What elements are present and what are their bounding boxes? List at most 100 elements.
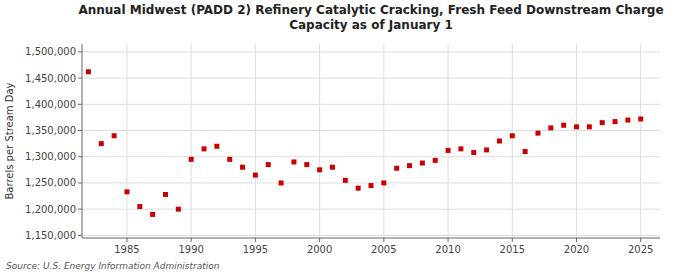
tick bbox=[255, 238, 256, 242]
tick-label: 1,500,000 bbox=[25, 46, 76, 57]
tick-label: 1,450,000 bbox=[25, 73, 76, 84]
tick-label: 1,250,000 bbox=[25, 177, 76, 188]
point bbox=[112, 133, 117, 138]
point bbox=[497, 139, 502, 144]
grid-line bbox=[512, 44, 513, 238]
tick bbox=[78, 235, 82, 236]
point bbox=[587, 124, 592, 129]
point bbox=[471, 150, 476, 155]
grid-line bbox=[576, 44, 577, 238]
axes: 1,150,000 1,200,000 1,250,000 1,300,000 1,35… bbox=[25, 44, 660, 255]
tick bbox=[78, 182, 82, 183]
point bbox=[240, 165, 245, 170]
point bbox=[317, 167, 322, 172]
tick bbox=[640, 238, 641, 242]
tick-label: 2025 bbox=[628, 244, 653, 255]
grid-line bbox=[82, 78, 660, 79]
point bbox=[510, 133, 515, 138]
title-line: Annual Midwest (PADD 2) Refinery Catalyt… bbox=[78, 3, 663, 17]
tick bbox=[78, 156, 82, 157]
grid-line bbox=[319, 44, 320, 238]
point bbox=[266, 162, 271, 167]
tick bbox=[78, 104, 82, 105]
grid-line bbox=[383, 44, 384, 238]
point bbox=[484, 147, 489, 152]
point bbox=[330, 165, 335, 170]
point bbox=[446, 148, 451, 153]
tick-label: 1,150,000 bbox=[25, 230, 76, 241]
tick-label: 1985 bbox=[114, 244, 139, 255]
point bbox=[625, 118, 630, 123]
grid-line bbox=[255, 44, 256, 238]
point bbox=[214, 144, 219, 149]
tick-label: 1,350,000 bbox=[25, 125, 76, 136]
grid-line bbox=[82, 156, 660, 157]
tick-label: 1995 bbox=[243, 244, 268, 255]
tick bbox=[126, 238, 127, 242]
point bbox=[163, 192, 168, 197]
grid-line bbox=[82, 209, 660, 210]
y-axis-label: Barrels per Stream Day bbox=[4, 82, 15, 199]
point bbox=[535, 131, 540, 136]
tick bbox=[319, 238, 320, 242]
tick-label: 1,200,000 bbox=[25, 204, 76, 215]
tick-label: 2020 bbox=[564, 244, 589, 255]
tick bbox=[78, 78, 82, 79]
point bbox=[176, 207, 181, 212]
point bbox=[189, 157, 194, 162]
tick bbox=[78, 209, 82, 210]
grid-line bbox=[640, 44, 641, 238]
tick bbox=[383, 238, 384, 242]
point bbox=[458, 146, 463, 151]
x-axis-line bbox=[82, 238, 660, 239]
point bbox=[202, 146, 207, 151]
tick bbox=[512, 238, 513, 242]
tick-label: 1990 bbox=[178, 244, 203, 255]
grid-line bbox=[82, 130, 660, 131]
tick-label: 2005 bbox=[371, 244, 396, 255]
point bbox=[613, 119, 618, 124]
point bbox=[356, 186, 361, 191]
tick bbox=[78, 130, 82, 131]
title-line: Capacity as of January 1 bbox=[289, 18, 453, 32]
point bbox=[523, 149, 528, 154]
point bbox=[304, 162, 309, 167]
point bbox=[137, 204, 142, 209]
grid-line bbox=[82, 104, 660, 105]
point bbox=[420, 161, 425, 166]
grid bbox=[82, 44, 660, 238]
point bbox=[227, 157, 232, 162]
tick bbox=[78, 51, 82, 52]
chart: Annual Midwest (PADD 2) Refinery Catalyt… bbox=[0, 0, 675, 275]
grid-line bbox=[82, 235, 660, 236]
point bbox=[600, 120, 605, 125]
point bbox=[279, 180, 284, 185]
point bbox=[574, 124, 579, 129]
tick bbox=[191, 238, 192, 242]
tick-label: 2015 bbox=[500, 244, 525, 255]
point bbox=[548, 125, 553, 130]
point bbox=[433, 158, 438, 163]
grid-line bbox=[448, 44, 449, 238]
tick-label: 1,400,000 bbox=[25, 99, 76, 110]
point bbox=[253, 173, 258, 178]
grid-line bbox=[82, 51, 660, 52]
point bbox=[381, 180, 386, 185]
tick bbox=[448, 238, 449, 242]
title: Annual Midwest (PADD 2) Refinery Catalyt… bbox=[78, 3, 663, 32]
tick bbox=[576, 238, 577, 242]
tick-label: 2000 bbox=[307, 244, 332, 255]
point bbox=[150, 212, 155, 217]
point bbox=[291, 159, 296, 164]
point bbox=[407, 163, 412, 168]
point bbox=[369, 183, 374, 188]
point bbox=[394, 166, 399, 171]
tick-label: 2010 bbox=[435, 244, 460, 255]
grid-line bbox=[191, 44, 192, 238]
tick-label: 1,300,000 bbox=[25, 151, 76, 162]
point bbox=[638, 116, 643, 121]
source-note: Source: U.S. Energy Information Administ… bbox=[6, 261, 220, 271]
y-axis-line bbox=[82, 44, 83, 238]
grid-line bbox=[126, 44, 127, 238]
point bbox=[561, 123, 566, 128]
